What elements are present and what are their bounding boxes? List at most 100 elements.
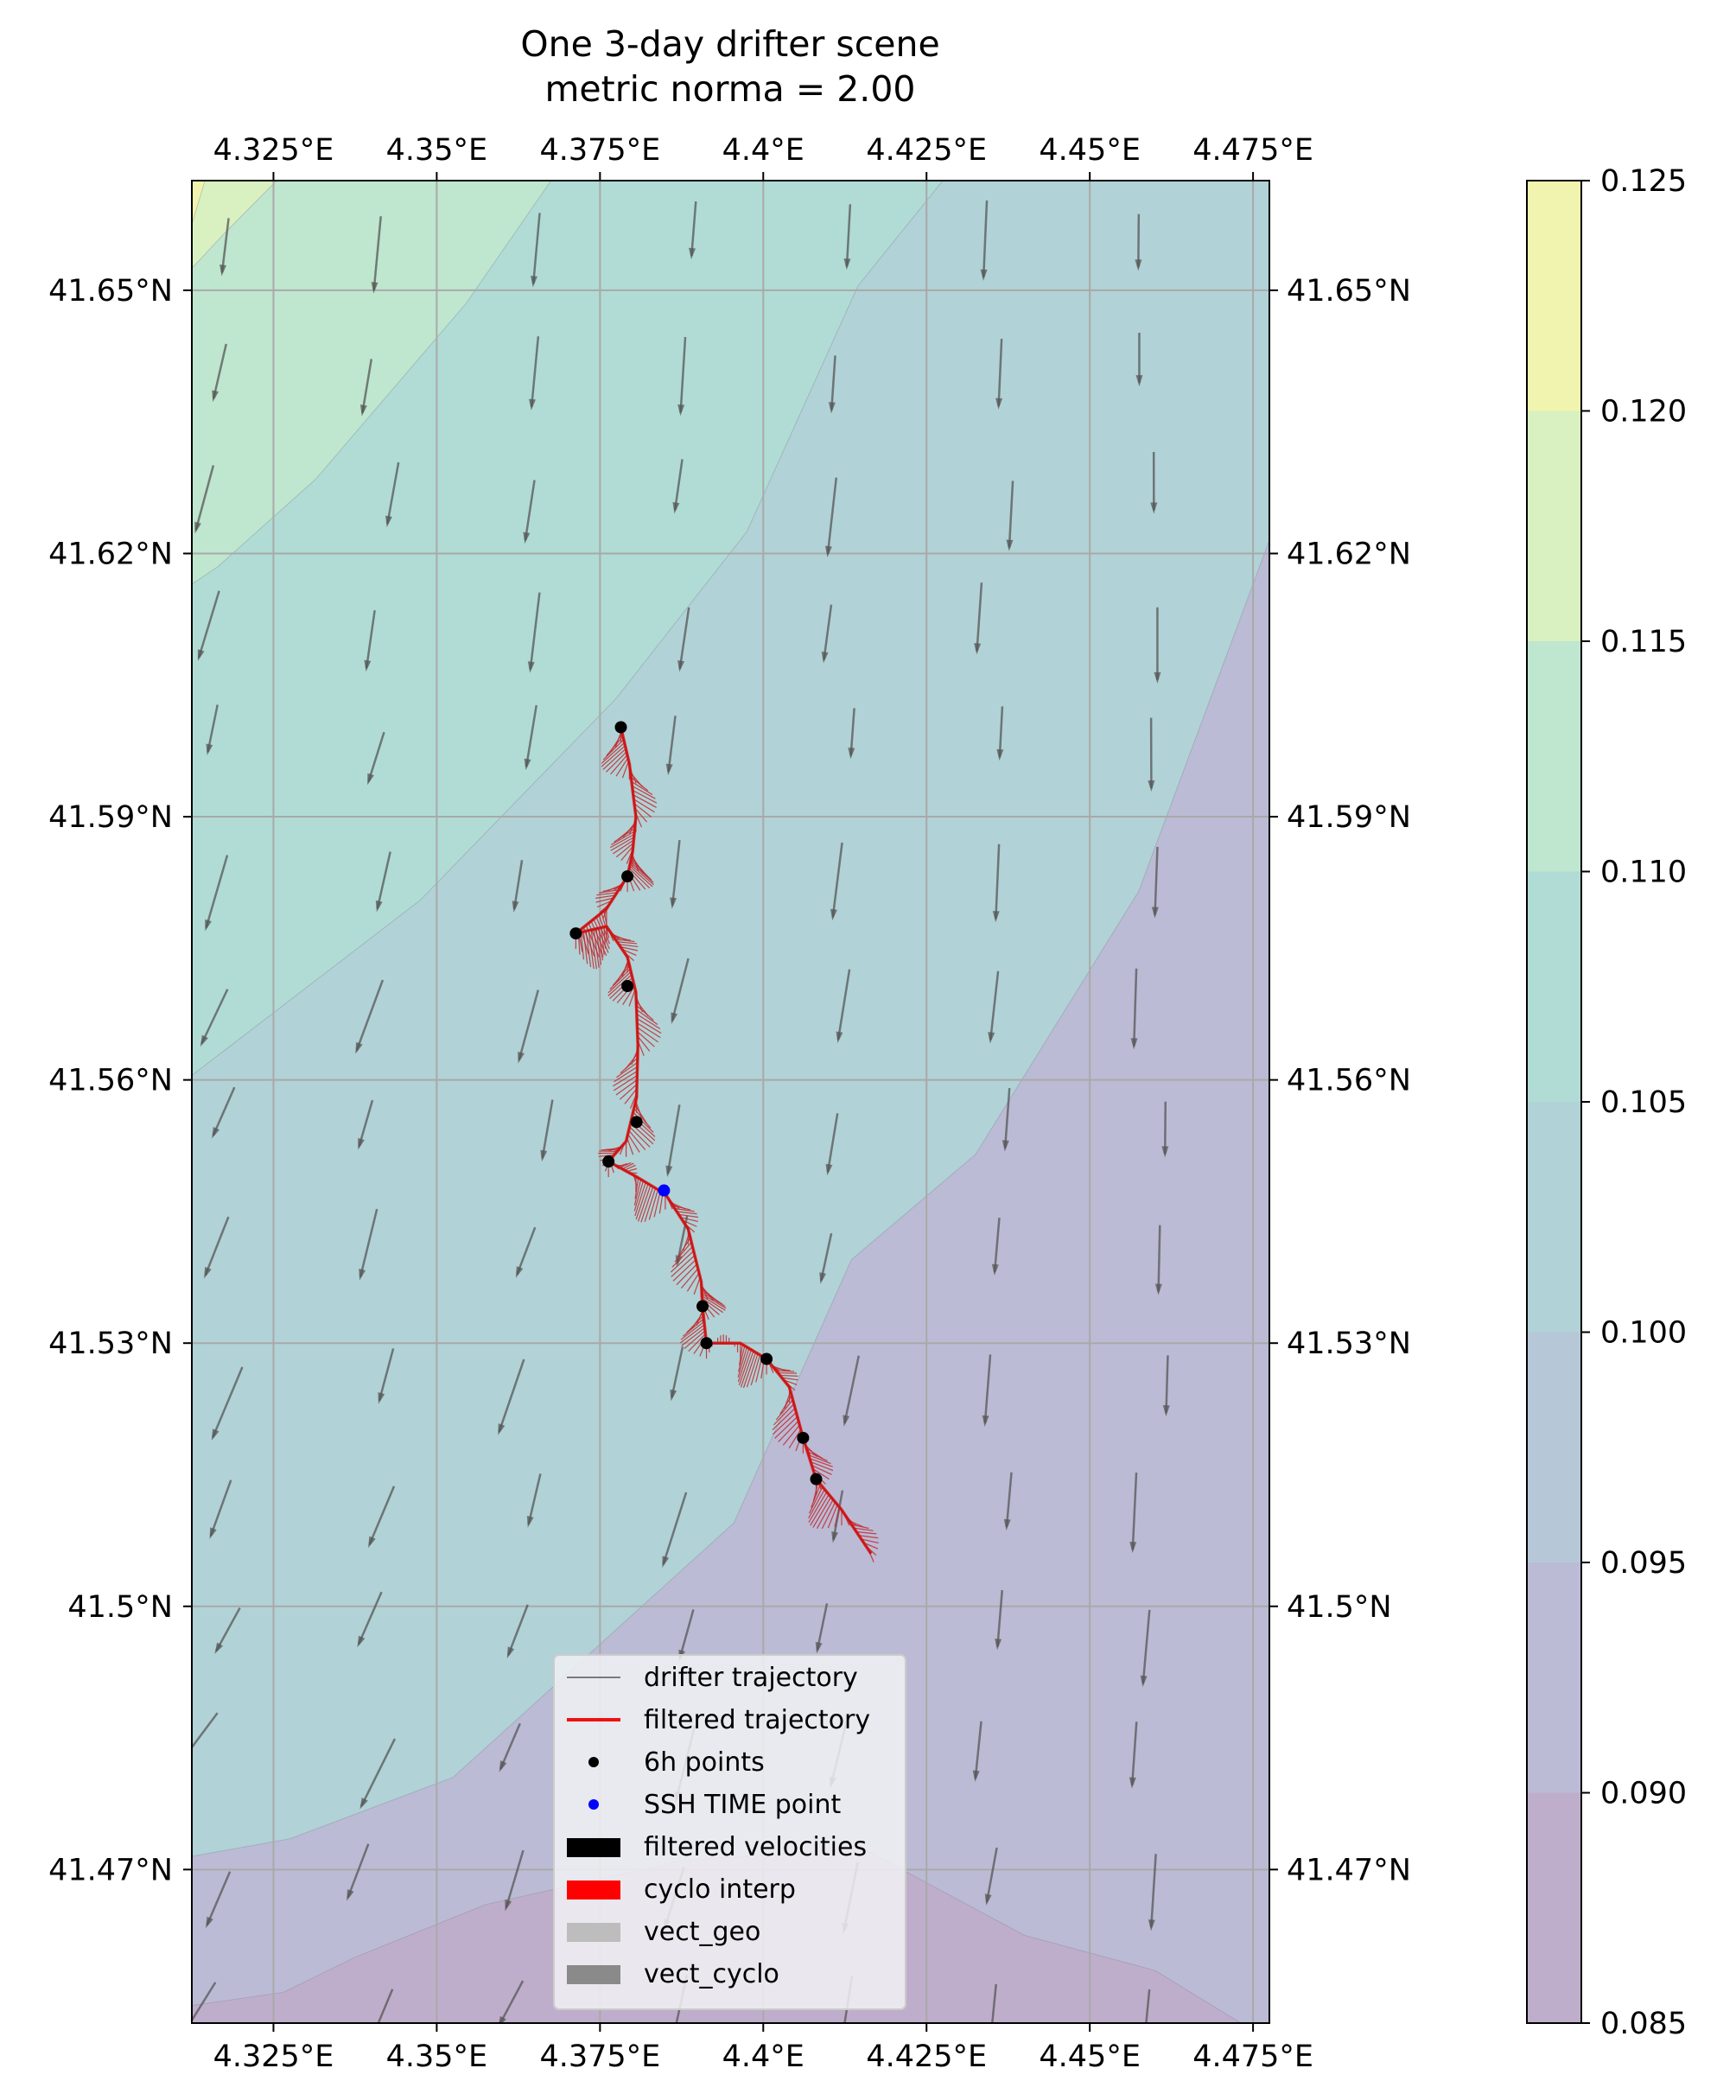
fan-vector xyxy=(616,1061,639,1079)
plot-area xyxy=(191,180,1270,2024)
field-arrow xyxy=(1129,1473,1138,1554)
field-arrow xyxy=(524,704,537,771)
field-arrow-shaft xyxy=(673,459,684,511)
fan-vector xyxy=(681,1327,706,1346)
fan-vector xyxy=(613,1075,638,1091)
field-arrow-shaft xyxy=(194,465,215,531)
field-arrow xyxy=(206,704,219,756)
fan-vector xyxy=(772,1408,796,1430)
field-arrow-shaft xyxy=(995,843,1001,920)
fan-vector xyxy=(629,1126,651,1148)
field-arrow xyxy=(1154,1225,1162,1295)
field-arrow-head xyxy=(371,282,378,294)
fan-vector xyxy=(774,1416,798,1439)
field-arrow-shaft xyxy=(359,1208,378,1278)
field-arrow-head xyxy=(982,1415,989,1427)
y-tick-label: 41.56°N xyxy=(48,1064,173,1098)
fan-vector xyxy=(634,1181,646,1217)
field-arrow-shaft xyxy=(376,851,391,909)
fan-vector xyxy=(632,790,658,804)
field-arrow-head xyxy=(843,258,851,270)
field-arrow-head xyxy=(212,390,219,403)
field-arrow-head xyxy=(974,643,982,655)
fan-vector xyxy=(628,868,651,889)
fan-vector xyxy=(807,1451,828,1461)
field-arrow-shaft xyxy=(358,1099,374,1148)
colorbar-tick-label: 0.085 xyxy=(1600,2007,1687,2041)
field-arrow-shaft xyxy=(678,607,690,669)
field-arrow-head xyxy=(529,398,536,410)
field-arrow-head xyxy=(1003,1518,1011,1531)
field-arrow xyxy=(992,843,1001,923)
field-arrow xyxy=(677,607,690,672)
fan-vector xyxy=(595,894,616,899)
field-arrow-head xyxy=(211,1429,219,1441)
fan-vector xyxy=(834,1506,841,1527)
field-arrow-shaft xyxy=(843,1355,861,1424)
colorbar-tick-label: 0.095 xyxy=(1600,1546,1687,1581)
field-arrow xyxy=(1161,1101,1169,1158)
colorbar-segment xyxy=(1527,1102,1581,1333)
colorbar-segment xyxy=(1527,410,1581,641)
fan-vector xyxy=(701,1293,727,1309)
field-arrow-shaft xyxy=(541,1099,554,1159)
fan-vector xyxy=(686,1314,704,1333)
fan-vector xyxy=(633,1111,654,1133)
colorbar-segment xyxy=(1527,871,1581,1102)
field-arrow-head xyxy=(206,1916,213,1929)
field-arrow-shaft xyxy=(989,970,1000,1040)
fan-vector xyxy=(739,1344,743,1366)
field-arrow-shaft xyxy=(820,1232,833,1282)
y-tick-label: 41.65°N xyxy=(48,274,173,309)
field-arrow-shaft xyxy=(505,1849,525,1909)
field-arrow xyxy=(499,1980,525,2023)
fan-vector xyxy=(738,1349,753,1386)
field-arrow-shaft xyxy=(993,1218,1001,1273)
field-arrow xyxy=(980,200,989,281)
field-arrow-shaft xyxy=(1149,1854,1157,1928)
fan-vector xyxy=(601,741,626,764)
y-tick-label: 41.47°N xyxy=(1287,1853,1411,1887)
field-arrow-head xyxy=(972,1770,980,1782)
field-arrow xyxy=(828,355,836,414)
field-arrow xyxy=(984,1847,998,1906)
contour-band-0.12 xyxy=(192,181,206,225)
field-arrow-shaft xyxy=(1005,1472,1013,1528)
x-tick-label: 4.45°E xyxy=(1039,133,1141,168)
fan-vector xyxy=(598,927,604,961)
field-arrow-shaft xyxy=(212,343,227,399)
field-arrow-head xyxy=(843,1415,850,1427)
fan-vector xyxy=(593,919,609,953)
fan-vector xyxy=(624,1164,636,1171)
field-arrow xyxy=(677,336,687,417)
field-arrow-shaft xyxy=(1137,213,1141,268)
field-arrow-shaft xyxy=(368,1486,396,1545)
fan-vector xyxy=(633,1180,644,1212)
fan-vector xyxy=(809,1486,823,1514)
six-hour-point xyxy=(569,927,582,940)
fan-vector xyxy=(612,965,631,986)
field-arrow-shaft xyxy=(974,1721,982,1779)
field-arrow-head xyxy=(499,2015,506,2023)
fan-vector xyxy=(633,1179,642,1206)
field-arrow xyxy=(815,1603,829,1654)
field-arrow-shaft xyxy=(671,958,690,1021)
legend-swatch-vect-geo xyxy=(567,1923,620,1942)
field-arrow xyxy=(529,336,540,410)
field-arrow-head xyxy=(836,1031,843,1043)
y-tick-label: 41.5°N xyxy=(67,1590,173,1625)
field-arrow-shaft xyxy=(355,979,385,1052)
fan-vector xyxy=(778,1420,799,1442)
field-arrow-shaft xyxy=(826,477,838,555)
fan-vector xyxy=(621,1162,634,1170)
field-arrow-head xyxy=(995,1639,1002,1651)
field-arrow-head xyxy=(824,545,832,557)
field-arrow xyxy=(671,958,690,1024)
field-arrow xyxy=(848,708,855,760)
fan-vector xyxy=(636,1022,661,1039)
field-arrow-shaft xyxy=(531,213,541,284)
field-arrow xyxy=(214,1607,241,1654)
fan-vector xyxy=(810,1461,834,1472)
field-arrow-shaft xyxy=(361,359,373,413)
legend-swatch-filtered-velocities xyxy=(567,1838,620,1857)
